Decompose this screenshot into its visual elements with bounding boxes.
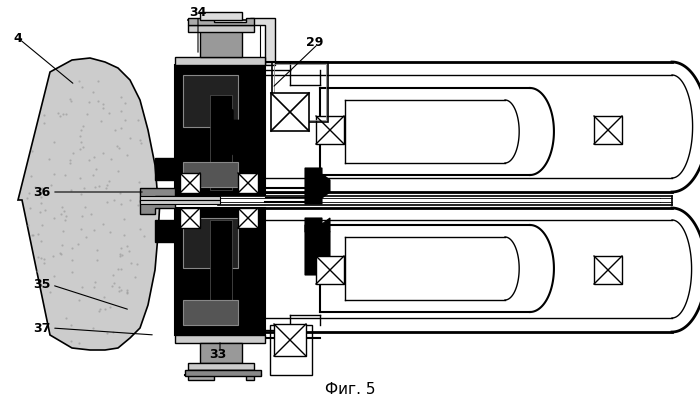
Bar [218, 208, 672, 332]
Bar [218, 62, 672, 192]
Polygon shape [18, 58, 160, 350]
Bar [200, 30, 242, 57]
Text: 36: 36 [34, 186, 50, 198]
Bar [200, 343, 242, 363]
Bar [320, 225, 530, 312]
Bar [188, 363, 254, 370]
Text: Фиг. 5: Фиг. 5 [325, 382, 375, 398]
Bar [270, 325, 312, 375]
Bar [155, 158, 175, 180]
Polygon shape [140, 188, 175, 202]
Bar [274, 324, 306, 356]
Bar [175, 335, 265, 343]
Bar [238, 173, 258, 193]
Polygon shape [305, 218, 330, 232]
Bar [180, 173, 200, 193]
Bar [155, 220, 175, 242]
Bar [183, 218, 238, 268]
Bar [210, 220, 232, 300]
Bar [185, 370, 261, 376]
Bar [188, 25, 254, 32]
Bar [183, 75, 238, 127]
Bar [183, 300, 238, 325]
Bar [274, 64, 326, 120]
Polygon shape [305, 168, 330, 204]
Bar [200, 12, 242, 20]
Bar [320, 88, 530, 175]
Bar [175, 65, 265, 195]
Polygon shape [140, 200, 175, 214]
Bar [140, 196, 220, 200]
Bar [271, 93, 309, 131]
Text: 35: 35 [34, 278, 50, 292]
Polygon shape [250, 18, 275, 65]
Polygon shape [214, 120, 250, 155]
Bar [210, 95, 232, 190]
Bar [316, 256, 344, 284]
Text: 34: 34 [189, 6, 206, 18]
Bar [175, 57, 265, 65]
Bar [180, 208, 200, 228]
Polygon shape [188, 18, 254, 25]
Text: 37: 37 [34, 322, 50, 334]
Text: 29: 29 [307, 36, 323, 48]
Bar [238, 208, 258, 228]
Polygon shape [305, 225, 330, 275]
Bar [316, 116, 344, 144]
Text: 33: 33 [209, 348, 227, 362]
Bar [272, 62, 328, 122]
Bar [183, 162, 238, 187]
Bar [140, 200, 220, 204]
Bar [175, 208, 265, 335]
Text: 4: 4 [13, 32, 22, 44]
Polygon shape [188, 370, 254, 380]
Bar [594, 256, 622, 284]
Bar [594, 116, 622, 144]
